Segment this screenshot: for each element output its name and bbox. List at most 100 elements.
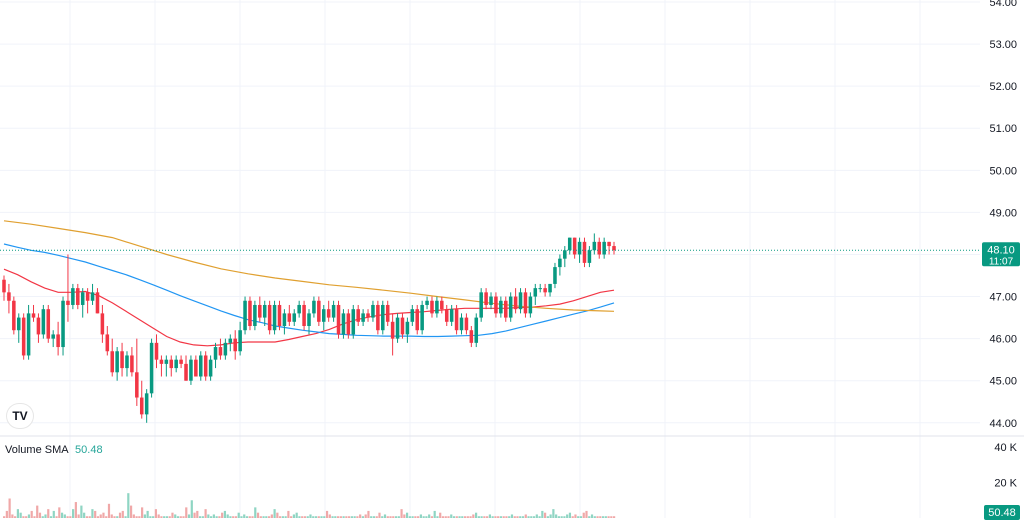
volume-bar — [60, 512, 64, 518]
volume-bar — [367, 510, 370, 518]
volume-bar — [55, 516, 58, 518]
volume-bar — [389, 516, 392, 518]
candle-body — [563, 250, 567, 259]
candle-body — [71, 288, 75, 305]
tradingview-logo-icon[interactable]: TV — [7, 404, 33, 428]
volume-bar — [422, 516, 425, 518]
volume-bar — [549, 514, 552, 518]
volume-bar — [328, 514, 331, 518]
candle-body — [582, 241, 587, 263]
volume-bar — [16, 509, 20, 518]
volume-bar — [80, 505, 83, 518]
volume-bar — [502, 516, 505, 518]
volume-bar — [566, 514, 569, 518]
price-tick-label: 49.00 — [989, 207, 1017, 219]
volume-bar — [441, 516, 445, 518]
volume-bar — [461, 516, 464, 518]
volume-bar — [447, 516, 450, 518]
volume-bar — [336, 516, 340, 518]
candle-body — [95, 292, 100, 314]
volume-bar — [414, 516, 417, 518]
volume-bar — [69, 516, 72, 518]
volume-bar — [25, 516, 28, 518]
volume-bar — [14, 516, 17, 518]
volume-bar — [452, 516, 456, 518]
candle-body — [415, 309, 419, 331]
candle-body — [381, 304, 385, 331]
candle-body — [533, 288, 538, 297]
volume-bar — [243, 514, 246, 518]
candle-body — [287, 313, 292, 322]
candle-body — [262, 304, 267, 318]
volume-bar — [345, 516, 348, 518]
volume-bar — [281, 516, 284, 518]
candle-body — [474, 317, 479, 343]
candle-body — [469, 330, 474, 343]
volume-bar — [107, 503, 111, 518]
volume-bar — [394, 516, 398, 518]
volume-bar — [560, 516, 563, 518]
volume-bar — [201, 516, 204, 518]
volume-bar — [450, 514, 453, 518]
volume-bar — [527, 516, 530, 518]
candle-body — [267, 304, 272, 331]
volume-bar — [331, 516, 334, 518]
volume-bar — [535, 514, 538, 518]
volume-bar — [198, 516, 202, 518]
candle-body — [277, 304, 282, 327]
candle-body — [494, 296, 498, 314]
volume-bar — [77, 514, 80, 518]
candle-body — [444, 309, 449, 322]
candle-body — [484, 292, 488, 305]
last-price-badge — [982, 242, 1020, 267]
volume-bar — [135, 516, 138, 518]
candle-body — [203, 355, 208, 377]
volume-bar — [400, 509, 403, 518]
volume-bar — [599, 516, 602, 518]
volume-bar — [146, 510, 149, 518]
volume-bar — [251, 516, 254, 518]
volume-bar — [38, 512, 42, 518]
volume-bar — [267, 516, 271, 518]
volume-bar — [491, 516, 494, 518]
volume-bar — [417, 516, 420, 518]
candle-body — [194, 359, 198, 377]
candle-body — [21, 317, 26, 356]
volume-bar — [113, 516, 116, 518]
candle-body — [253, 304, 257, 327]
volume-bar — [229, 516, 232, 518]
volume-bar — [259, 516, 262, 518]
volume-bar — [513, 516, 516, 518]
volume-bar — [596, 516, 599, 518]
volume-bar — [428, 514, 431, 518]
volume-bar — [41, 516, 44, 518]
candle-body — [508, 296, 513, 318]
candle-body — [154, 342, 159, 360]
candle-body — [420, 304, 424, 331]
volume-bar — [455, 516, 458, 518]
volume-bar — [348, 516, 351, 518]
volume-bar — [303, 516, 307, 518]
volume-bar — [543, 512, 547, 518]
price-tick-label: 53.00 — [989, 39, 1017, 51]
volume-bar — [245, 516, 249, 518]
candle-body — [139, 397, 144, 415]
candle-body — [228, 338, 233, 343]
volume-bar — [287, 510, 290, 518]
volume-bar — [530, 516, 533, 518]
price-tick-label: 45.00 — [989, 376, 1017, 388]
volume-bar — [121, 510, 124, 518]
candle-body — [523, 292, 528, 314]
candle-body — [51, 334, 55, 339]
candle-body — [7, 292, 11, 301]
candle-body — [321, 309, 326, 322]
price-tick-label: 50.00 — [989, 165, 1017, 177]
candle-body — [405, 321, 410, 335]
volume-bar — [102, 512, 105, 518]
volume-bar — [132, 514, 135, 518]
candle-body — [76, 288, 80, 305]
candle-body — [592, 241, 597, 251]
volume-bar — [306, 516, 309, 518]
